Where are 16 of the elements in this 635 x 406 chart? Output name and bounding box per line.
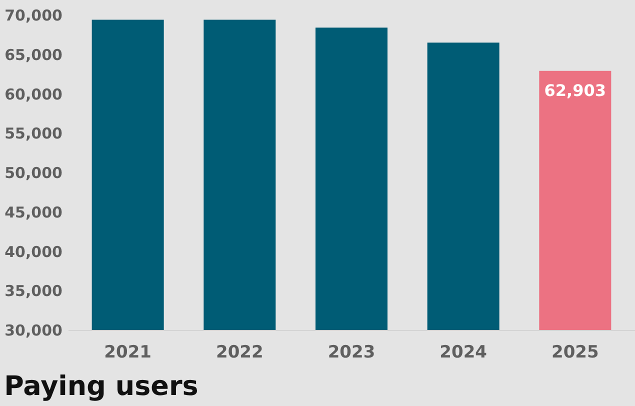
y-tick-label: 65,000: [4, 46, 62, 64]
x-tick-label: 2024: [440, 342, 488, 362]
x-tick-label: 2022: [216, 342, 264, 362]
x-tick-label: 2023: [328, 342, 376, 362]
x-tick-label: 2025: [552, 342, 599, 362]
y-tick-label: 70,000: [4, 6, 62, 24]
y-tick-label: 35,000: [4, 282, 62, 300]
y-tick-label: 30,000: [4, 322, 62, 340]
y-tick-label: 60,000: [4, 85, 62, 104]
data-label: 62,903: [544, 80, 606, 100]
y-tick-label: 45,000: [4, 203, 62, 222]
text: Paying users: [4, 371, 198, 402]
y-tick-label: 40,000: [4, 242, 62, 261]
x-tick-label: 2021: [104, 342, 152, 362]
y-tick-label: 55,000: [4, 124, 62, 143]
y-tick-label: 50,000: [4, 164, 62, 182]
